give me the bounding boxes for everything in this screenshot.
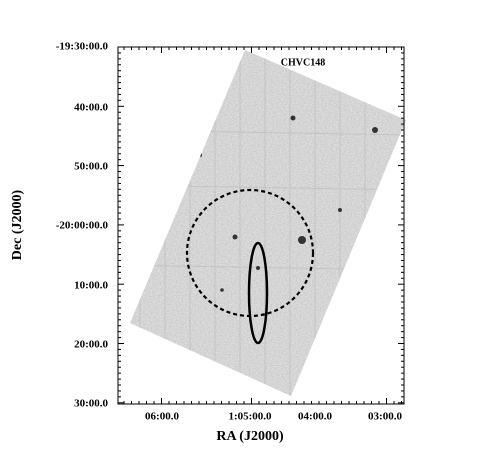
y-tick-label: 40:00.0 [74, 102, 108, 114]
x-axis-label: RA (J2000) [216, 429, 284, 444]
x-tick-label: 04:00.0 [298, 411, 332, 423]
ellipse [247, 241, 269, 345]
tick-marks [118, 46, 404, 404]
y-tick-label: -20:00:00.0 [56, 220, 109, 232]
y-tick-label: 10:00.0 [74, 280, 108, 292]
x-tick-label: 1:05:00.0 [228, 411, 272, 423]
field-label: CHVC148 [281, 57, 325, 68]
y-tick-label: 20:00.0 [74, 339, 108, 351]
y-tick-label: -19:30:00.0 [56, 41, 109, 53]
x-tick-label: 06:00.0 [145, 411, 179, 423]
y-tick-label: 30:00.0 [74, 398, 108, 410]
y-tick-label: 50:00.0 [74, 161, 108, 173]
y-axis-label: Dec (J2000) [10, 189, 25, 260]
sky-image [130, 50, 406, 396]
plot-frame [117, 46, 405, 405]
x-tick-label: 03:00.0 [368, 411, 402, 423]
